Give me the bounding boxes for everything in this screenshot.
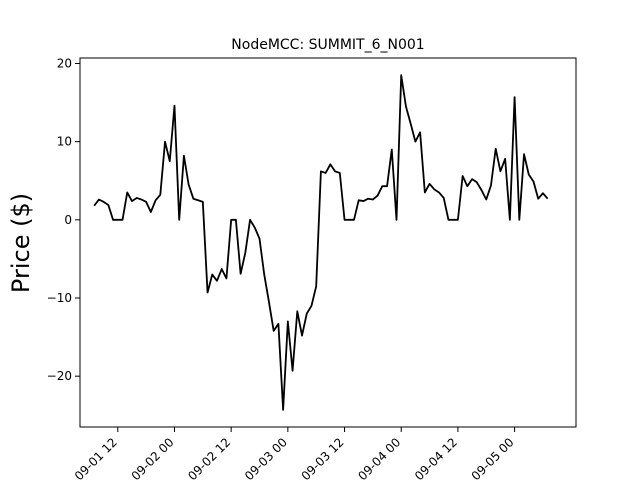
x-tick-label: 09-04 12: [412, 435, 460, 480]
price-series-line: [93, 74, 549, 411]
x-tick-label: 09-05 00: [469, 435, 517, 480]
series-layer: [93, 74, 549, 411]
y-tick-label: 10: [57, 135, 72, 149]
x-axis: 09-01 12 09-02 00 09-02 12 09-03 00 09-03 12…: [72, 427, 517, 480]
y-axis-label: Price ($): [7, 193, 35, 293]
y-tick-label: 20: [57, 56, 72, 70]
y-axis: −20 −10 0 10 20: [47, 56, 80, 383]
x-tick-label: 09-02 12: [185, 435, 233, 480]
x-tick-label: 09-04 00: [355, 435, 403, 480]
x-tick-label: 09-01 12: [72, 435, 120, 480]
y-tick-label: 0: [64, 213, 72, 227]
plot-area-frame: [79, 57, 577, 428]
x-tick-label: 09-03 00: [242, 435, 290, 480]
y-tick-label: −20: [47, 369, 72, 383]
chart-title: NodeMCC: SUMMIT_6_N001: [231, 37, 424, 53]
x-tick-label: 09-02 00: [129, 435, 177, 480]
x-tick-label: 09-03 12: [299, 435, 347, 480]
y-tick-label: −10: [47, 291, 72, 305]
